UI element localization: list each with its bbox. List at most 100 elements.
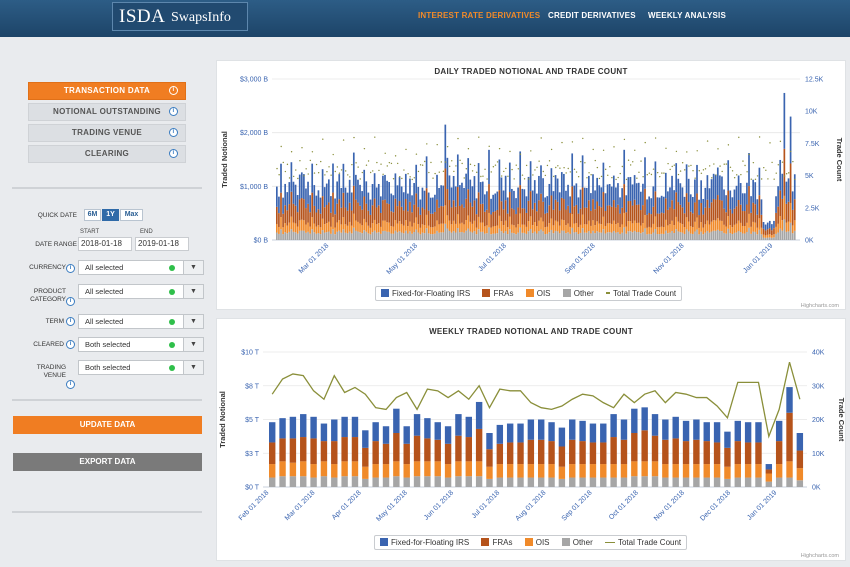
trading-venue-select[interactable]: Both selected ▼ [78,360,204,375]
trade-count-point [473,164,476,167]
trade-count-point [394,155,397,157]
isda-swapsinfo-logo[interactable]: ISDA SwapsInfo [112,2,248,31]
logo-swapsinfo-text: SwapsInfo [171,10,231,25]
daily-bar-segment [436,220,438,231]
daily-bar-segment [725,233,727,240]
export-data-button[interactable]: EXPORT DATA [13,453,202,471]
x-tick-label: Jul 01 2018 [471,489,502,520]
daily-bar-segment [725,226,727,234]
info-icon[interactable]: i [66,264,75,273]
daily-bar-segment [475,214,478,228]
legend-item-ois[interactable]: OIS [525,287,551,300]
legend-item-fras[interactable]: FRAs [481,536,512,549]
daily-bar-segment [739,222,742,233]
weekly-bar-segment [455,476,462,487]
info-icon[interactable]: i [66,340,75,349]
trade-count-point [661,172,663,174]
nav-weekly-analysis[interactable]: WEEKLY ANALYSIS [648,11,726,20]
transaction-data-button[interactable]: TRANSACTION DATA i [28,82,186,100]
chevron-down-icon[interactable]: ▼ [183,315,203,328]
cleared-select[interactable]: Both selected ▼ [78,337,204,352]
daily-bar-segment [604,211,607,226]
status-dot [169,342,175,348]
quick-date-6m[interactable]: 6M [84,209,101,221]
trade-count-point [559,167,561,169]
daily-bar-segment [284,205,286,224]
daily-bar-segment [440,223,442,233]
notional-outstanding-label: NOTIONAL OUTSTANDING [53,107,161,116]
daily-bar-segment [604,193,607,212]
weekly-bar-segment [506,477,514,487]
credits-text[interactable]: Highcharts.com [800,553,839,559]
weekly-bar-segment [517,464,524,478]
daily-bar-segment [694,179,696,203]
trade-count-point [532,174,534,176]
product-category-select[interactable]: All selected ▼ [78,284,204,299]
legend-item-ois[interactable]: OIS [524,536,550,549]
daily-bar-segment [615,232,617,240]
daily-bar-segment [450,232,453,240]
notional-outstanding-button[interactable]: NOTIONAL OUTSTANDING i [28,103,186,121]
daily-bar-segment [771,230,773,236]
daily-bar-segment [648,233,650,240]
legend-item-fras[interactable]: FRAs [482,287,513,300]
weekly-bar-segment [579,477,586,487]
daily-bar-segment [415,193,418,218]
legend-item-other[interactable]: Other [562,287,594,300]
update-data-button[interactable]: UPDATE DATA [13,416,202,434]
daily-bar-segment [608,223,611,233]
daily-bar-segment [521,188,524,209]
daily-bar-segment [371,205,374,224]
daily-bar-segment [288,231,291,240]
daily-bar-segment [744,211,746,226]
info-icon[interactable]: i [66,297,75,306]
legend-item-irs[interactable]: Fixed-for-Floating IRS [381,287,470,300]
chevron-down-icon[interactable]: ▼ [183,285,203,298]
end-date-input[interactable]: 2019-01-18 [135,237,189,251]
daily-bar-segment [750,196,752,213]
legend-item-other[interactable]: Other [561,536,593,549]
info-icon[interactable]: i [169,107,178,116]
nav-credit-derivatives[interactable]: CREDIT DERIVATIVES [548,11,636,20]
daily-bar-segment [602,192,605,217]
chevron-down-icon[interactable]: ▼ [183,338,203,351]
chevron-down-icon[interactable]: ▼ [183,361,203,374]
info-icon[interactable]: i [169,86,178,95]
credits-text[interactable]: Highcharts.com [800,303,839,309]
info-icon[interactable]: i [66,380,75,389]
legend-label: OIS [536,289,551,298]
daily-bar-segment [527,231,530,240]
clearing-button[interactable]: CLEARING i [28,145,186,163]
daily-bar-segment [438,207,440,225]
trading-venue-button[interactable]: TRADING VENUE i [28,124,186,142]
start-date-input[interactable]: 2018-01-18 [78,237,132,251]
trade-count-point [777,164,780,166]
weekly-bar-segment [734,441,741,465]
trade-count-point [677,173,680,176]
legend-item-irs[interactable]: Fixed-for-Floating IRS [380,536,469,549]
info-icon[interactable]: i [169,149,178,158]
chevron-down-icon[interactable]: ▼ [183,261,203,274]
y-tick-label: $0 B [254,238,269,245]
currency-select[interactable]: All selected ▼ [78,260,204,275]
daily-bar-segment [531,190,534,210]
legend-item-trade-count[interactable]: Total Trade Count [604,536,681,549]
trade-count-point [713,163,715,165]
trade-count-point [278,174,280,176]
x-tick-label: Mar 01 2018 [284,489,317,522]
x-tick-label: Jul 01 2018 [477,242,508,273]
quick-date-1y[interactable]: 1Y [102,209,119,221]
term-select[interactable]: All selected ▼ [78,314,204,329]
daily-bar-segment [681,187,684,208]
info-icon[interactable]: i [66,317,75,326]
quick-date-max[interactable]: Max [120,209,143,221]
trade-count-point [292,175,295,178]
legend-item-trade-count[interactable]: Total Trade Count [605,287,676,300]
nav-interest-rate-derivatives[interactable]: INTEREST RATE DERIVATIVES [418,11,541,20]
daily-bar-segment [735,223,738,233]
daily-bar-segment [305,232,307,240]
daily-bar-segment [623,149,626,185]
trade-count-point [731,170,734,172]
info-icon[interactable]: i [169,128,178,137]
daily-bar-segment [506,234,509,240]
